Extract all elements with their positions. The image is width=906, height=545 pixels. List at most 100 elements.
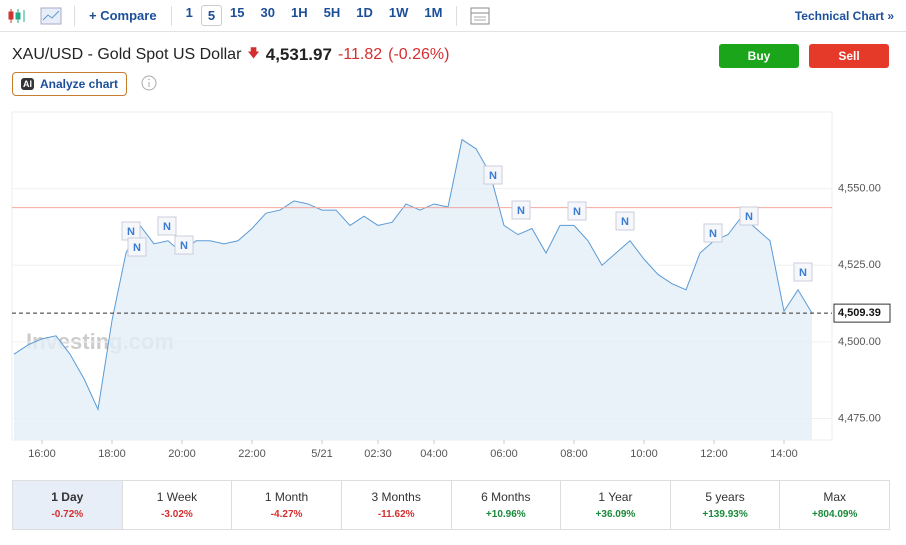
news-marker: N [621,216,629,228]
news-marker: N [745,211,753,223]
line-icon[interactable] [40,7,62,25]
news-marker: N [133,242,141,254]
news-marker: N [517,205,525,217]
intervals: 1 5 15 30 1H 5H 1D 1W 1M [178,5,451,26]
news-marker-box[interactable] [793,262,813,282]
interval-button[interactable]: 30 [260,5,275,20]
interval-button[interactable]: 1W [388,5,409,20]
buy-button[interactable]: Buy [719,44,799,68]
news-marker: N [163,221,171,233]
period-label: 5 years [705,490,745,504]
x-tick-label: 22:00 [238,448,266,460]
period-change: +804.09% [812,509,858,520]
period-label: 1 Month [264,490,309,504]
news-marker-box[interactable] [615,211,635,231]
separator [74,5,75,26]
news-marker-box[interactable] [511,200,531,220]
y-tick-label: 4,525.00 [838,259,881,271]
area [14,139,812,440]
period-change: +36.09% [595,509,636,520]
period-cell[interactable]: 1 Week -3.02% [123,481,233,529]
separator [456,5,458,26]
compare-label: Compare [100,8,157,23]
period-cell[interactable]: 1 Month -4.27% [232,481,342,529]
period-cell[interactable]: 5 years +139.93% [671,481,781,529]
period-cell[interactable]: 1 Day -0.72% [13,481,123,529]
period-cell[interactable]: Max +804.09% [780,481,889,529]
period-label: 1 Year [598,490,633,504]
analyze-button[interactable]: AI Analyze chart [12,72,128,96]
x-tick-label: 14:00 [770,448,798,460]
x-tick-label: 5/21 [311,448,332,460]
y-tick-label: 4,550.00 [838,183,881,195]
period-label: 6 Months [481,490,531,504]
x-tick-label: 16:00 [28,448,56,460]
period-change: -3.02% [161,509,193,520]
news-marker-box[interactable] [739,206,759,226]
interval-button[interactable]: 1 [185,5,193,20]
news-marker: N [709,228,717,240]
analyze-label: Analyze chart [40,77,119,91]
x-tick-label: 04:00 [420,448,448,460]
info-icon[interactable] [141,75,157,91]
x-tick-label: 02:30 [364,448,392,460]
technical-chart-link[interactable]: Technical Chart » [794,8,894,23]
x-tick-label: 18:00 [98,448,126,460]
change-percent: (-0.26%) [388,45,450,63]
last-price-label: 4,509.39 [838,307,881,319]
symbol: XAU/USD - Gold Spot US Dollar [12,45,242,63]
news-marker-box[interactable] [483,165,503,185]
last-price-box [833,303,891,323]
interval-button[interactable]: 5H [323,5,341,20]
period-label: 3 Months [371,490,421,504]
period-table: 1 Day -0.72% 1 Week -3.02% 1 Month -4.27% 3 Mo… [12,480,890,530]
y-tick-label: 4,500.00 [838,336,881,348]
compare-button[interactable]: + Compare [89,8,157,23]
instrument-header: XAU/USD - Gold Spot US Dollar 🡇 4,531.97… [12,44,449,65]
y-tick-label: 4,475.00 [838,412,881,424]
period-label: Max [823,490,847,504]
x-tick-label: 06:00 [490,448,518,460]
period-change: +10.96% [485,509,526,520]
interval-button[interactable]: 1H [290,5,308,20]
period-change: -11.62% [377,509,415,520]
down-arrow: 🡇 [247,46,260,60]
candle-icon[interactable] [6,7,28,25]
period-cell[interactable]: 6 Months +10.96% [452,481,562,529]
price-chart: Investing.com4,475.004,500.004,525.004,5… [11,111,891,460]
x-tick-label: 08:00 [560,448,588,460]
news-marker-box[interactable] [567,201,587,221]
news-marker-box[interactable] [703,223,723,243]
x-tick-label: 10:00 [630,448,658,460]
period-label: 1 Day [51,490,84,504]
toolbar: + Compare 1 5 15 30 1H 5H 1D 1W 1M Technical Cha… [0,0,906,32]
news-marker: N [127,226,135,238]
news-marker: N [489,170,497,182]
period-change: +139.93% [702,509,748,520]
period-cell[interactable]: 3 Months -11.62% [342,481,452,529]
news-marker-box[interactable] [174,235,194,255]
news-marker-box[interactable] [157,216,177,236]
news-marker: N [180,240,188,252]
period-change: -4.27% [270,509,303,520]
change: -11.82 [337,45,383,63]
x-tick-label: 12:00 [700,448,728,460]
interval-button[interactable]: 1D [356,5,373,20]
news-marker-box[interactable] [127,237,147,257]
price-line [13,138,813,412]
news-marker: N [573,206,581,218]
price: 4,531.97 [265,44,332,64]
news-marker: N [799,267,807,279]
x-tick-label: 20:00 [168,448,196,460]
separator [170,5,172,26]
sell-button[interactable]: Sell [809,44,889,68]
interval-button[interactable]: 15 [230,5,245,20]
period-change: -0.72% [51,509,84,520]
ai-badge: AI [21,78,34,90]
period-cell[interactable]: 1 Year +36.09% [561,481,671,529]
period-label: 1 Week [156,490,198,504]
table-icon[interactable] [469,7,491,25]
interval-button[interactable]: 5 [200,5,223,26]
interval-button[interactable]: 1M [424,5,443,20]
